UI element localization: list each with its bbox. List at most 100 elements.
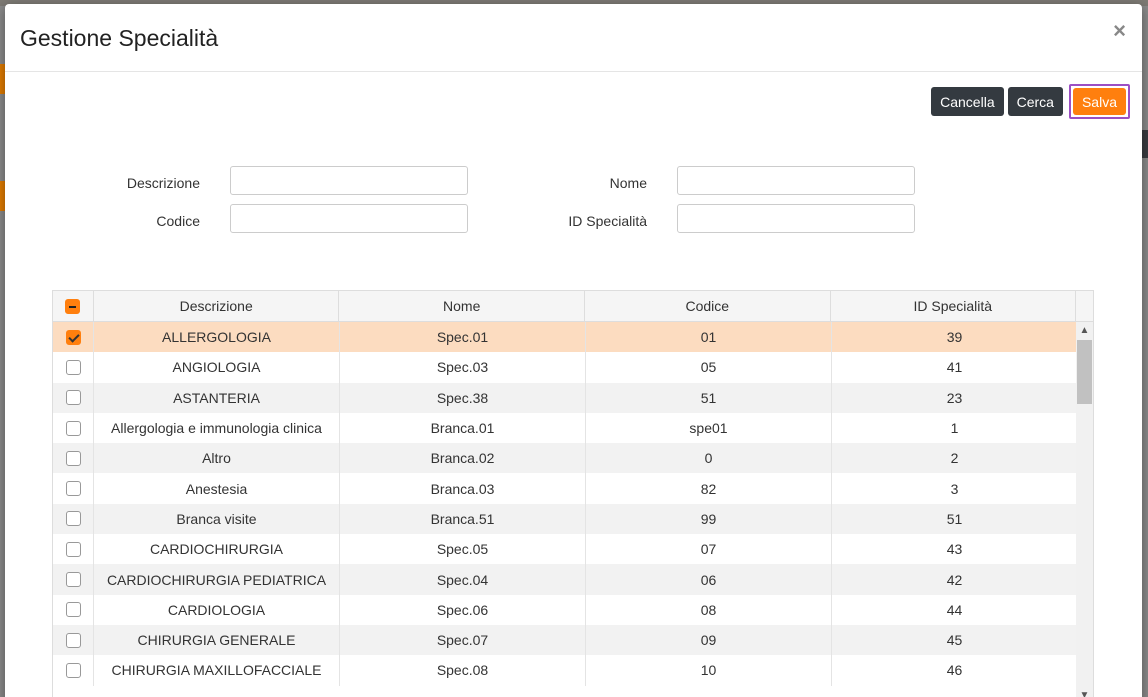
select-all-cell <box>53 291 94 321</box>
cell-id: 51 <box>832 503 1078 535</box>
cell-id: 42 <box>832 564 1078 595</box>
cell-id: 46 <box>832 655 1078 686</box>
row-checkbox-cell <box>53 473 94 504</box>
cell-nome: Spec.04 <box>340 564 586 595</box>
cell-descrizione: ANGIOLOGIA <box>94 352 340 383</box>
row-checkbox-cell <box>53 322 94 353</box>
cell-nome: Branca.02 <box>340 443 586 474</box>
row-checkbox[interactable] <box>65 359 81 375</box>
row-checkbox[interactable] <box>65 632 81 648</box>
column-header-descrizione[interactable]: Descrizione <box>94 291 340 321</box>
table-row[interactable]: CARDIOLOGIA Spec.06 08 44 <box>53 594 1093 625</box>
id-specialita-input[interactable] <box>677 204 915 233</box>
cell-descrizione: CARDIOLOGIA <box>94 594 340 625</box>
cell-codice: 06 <box>586 564 832 595</box>
save-button[interactable]: Salva <box>1072 88 1126 115</box>
row-checkbox[interactable] <box>65 511 81 527</box>
codice-input[interactable] <box>230 204 468 233</box>
row-checkbox[interactable] <box>65 662 81 678</box>
cell-nome: Spec.03 <box>340 352 586 383</box>
table-row[interactable]: ALLERGOLOGIA Spec.01 01 39 <box>53 322 1093 353</box>
search-button[interactable]: Cerca <box>1007 87 1063 116</box>
cell-id: 41 <box>832 352 1078 383</box>
row-checkbox-cell <box>53 412 94 444</box>
cell-codice: 99 <box>586 503 832 535</box>
table-row[interactable]: Altro Branca.02 0 2 <box>53 443 1093 474</box>
row-checkbox[interactable] <box>65 329 81 345</box>
save-button-focus-ring: Salva <box>1068 84 1130 119</box>
background-app-strip <box>0 0 1148 6</box>
cancel-button[interactable]: Cancella <box>931 87 1004 116</box>
cell-codice: 51 <box>586 382 832 413</box>
cell-id: 43 <box>832 534 1078 565</box>
nome-input[interactable] <box>677 166 915 195</box>
modal-header: Gestione Specialità × <box>5 4 1142 72</box>
header-spacer <box>1076 291 1093 321</box>
cell-nome: Branca.51 <box>340 503 586 535</box>
row-checkbox[interactable] <box>65 572 81 588</box>
cell-codice: 09 <box>586 624 832 656</box>
table-row[interactable]: CARDIOCHIRURGIA PEDIATRICA Spec.04 06 42 <box>53 564 1093 595</box>
cell-codice: 07 <box>586 534 832 565</box>
cell-descrizione: ALLERGOLOGIA <box>94 322 340 353</box>
cell-descrizione: Allergologia e immunologia clinica <box>94 412 340 444</box>
id-specialita-label: ID Specialità <box>568 213 647 229</box>
codice-label: Codice <box>156 213 200 229</box>
toolbar: Cancella Cerca Salva <box>931 84 1130 119</box>
table-row[interactable]: ASTANTERIA Spec.38 51 23 <box>53 382 1093 413</box>
row-checkbox-cell <box>53 564 94 595</box>
table-row[interactable]: CHIRURGIA GENERALE Spec.07 09 45 <box>53 624 1093 656</box>
row-checkbox[interactable] <box>65 602 81 618</box>
cell-descrizione: Altro <box>94 443 340 474</box>
row-checkbox[interactable] <box>65 481 81 497</box>
cell-descrizione: Anestesia <box>94 473 340 504</box>
scroll-up-icon[interactable]: ▲ <box>1079 325 1090 336</box>
cell-id: 3 <box>832 473 1078 504</box>
background-accent <box>0 64 6 94</box>
cell-descrizione: CHIRURGIA MAXILLOFACCIALE <box>94 655 340 686</box>
descrizione-label: Descrizione <box>126 175 200 191</box>
row-checkbox[interactable] <box>65 450 81 466</box>
vertical-scrollbar[interactable]: ▲ ▼ <box>1076 322 1093 697</box>
cell-codice: 01 <box>586 322 832 353</box>
table-row[interactable]: Anestesia Branca.03 82 3 <box>53 473 1093 504</box>
row-checkbox[interactable] <box>65 420 81 436</box>
descrizione-input[interactable] <box>230 166 468 195</box>
cell-descrizione: CARDIOCHIRURGIA <box>94 534 340 565</box>
cell-nome: Spec.01 <box>340 322 586 353</box>
table-row[interactable]: CHIRURGIA MAXILLOFACCIALE Spec.08 10 46 <box>53 655 1093 686</box>
cell-id: 39 <box>832 322 1078 353</box>
cell-codice: 0 <box>586 443 832 474</box>
row-checkbox[interactable] <box>65 541 81 557</box>
table-row[interactable]: Branca visite Branca.51 99 51 <box>53 503 1093 535</box>
column-header-id-specialita[interactable]: ID Specialità <box>831 291 1077 321</box>
column-header-nome[interactable]: Nome <box>339 291 585 321</box>
specialita-modal: Gestione Specialità × Cancella Cerca Sal… <box>5 4 1142 697</box>
scroll-down-icon[interactable]: ▼ <box>1079 690 1090 697</box>
grid-header: Descrizione Nome Codice ID Specialità <box>53 291 1093 322</box>
column-header-codice[interactable]: Codice <box>585 291 831 321</box>
row-checkbox-cell <box>53 624 94 656</box>
row-checkbox-cell <box>53 594 94 625</box>
row-checkbox-cell <box>53 443 94 474</box>
grid-rows: ALLERGOLOGIA Spec.01 01 39 ANGIOLOGIA Spec.03… <box>53 322 1093 686</box>
table-row[interactable]: Allergologia e immunologia clinica Branca… <box>53 412 1093 444</box>
table-row[interactable]: CARDIOCHIRURGIA Spec.05 07 43 <box>53 534 1093 565</box>
cell-id: 44 <box>832 594 1078 625</box>
select-all-checkbox[interactable] <box>65 298 81 314</box>
cell-id: 23 <box>832 382 1078 413</box>
row-checkbox[interactable] <box>65 390 81 406</box>
close-icon[interactable]: × <box>1113 18 1126 43</box>
grid-body: ALLERGOLOGIA Spec.01 01 39 ANGIOLOGIA Spec.03… <box>53 322 1093 697</box>
cell-nome: Spec.38 <box>340 382 586 413</box>
nome-label: Nome <box>609 175 647 191</box>
row-checkbox-cell <box>53 352 94 383</box>
table-row[interactable]: ANGIOLOGIA Spec.03 05 41 <box>53 352 1093 383</box>
scroll-thumb[interactable] <box>1077 340 1092 404</box>
cell-codice: spe01 <box>586 412 832 444</box>
cell-descrizione: CARDIOCHIRURGIA PEDIATRICA <box>94 564 340 595</box>
cell-codice: 10 <box>586 655 832 686</box>
cell-descrizione: CHIRURGIA GENERALE <box>94 624 340 656</box>
cell-nome: Spec.07 <box>340 624 586 656</box>
row-checkbox-cell <box>53 534 94 565</box>
